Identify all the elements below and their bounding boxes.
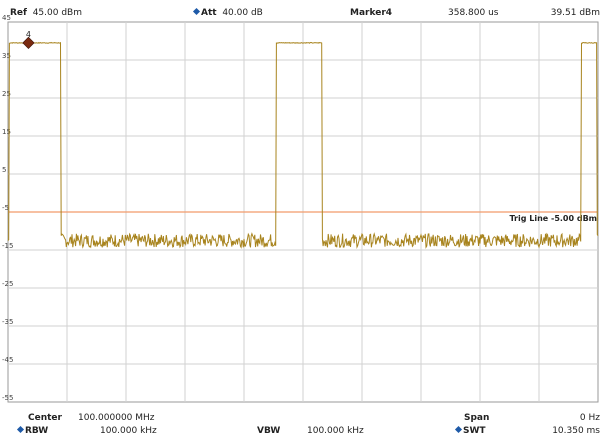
y-tick-label: -35 [2,318,13,326]
rbw-value: 100.000 kHz [100,426,157,436]
y-tick-label: -25 [2,280,13,288]
y-tick-label: -45 [2,356,13,364]
y-tick-labels: 45 35 25 15 5 -5 -15 -25 -35 -45 -55 [2,14,13,402]
swt-readout[interactable]: SWT [454,425,486,436]
swt-label: SWT [463,426,486,436]
diamond-icon [454,425,463,434]
marker-number: 4 [26,30,31,39]
y-tick-label: 5 [2,166,6,174]
center-readout: Center [28,413,62,423]
trace-group [7,41,599,250]
att-readout[interactable]: Att 40.00 dB [192,7,263,18]
y-tick-label: -15 [2,242,13,250]
ref-value: 45.00 dBm [32,8,82,18]
vbw-value: 100.000 kHz [307,426,364,436]
rbw-readout[interactable]: RBW [16,425,49,436]
att-label: Att [201,8,217,18]
center-label: Center [28,413,62,423]
trig-line-group: Trig Line -5.00 dBm [8,211,598,223]
marker-label: Marker4 [350,8,393,18]
y-tick-label: 15 [2,128,11,136]
y-tick-label: 45 [2,14,11,22]
marker-diamond [22,36,35,49]
y-tick-label: -55 [2,394,13,402]
vbw-label: VBW [257,426,281,436]
ref-label: Ref [10,8,27,18]
trig-line-label: Trig Line -5.00 dBm [509,214,597,223]
marker-level: 39.51 dBm [550,8,600,18]
marker-group: 4 [22,30,35,49]
span-label: Span [464,413,490,423]
y-tick-label: 25 [2,90,11,98]
rbw-label: RBW [25,426,49,436]
trace-plot[interactable]: 45 35 25 15 5 -5 -15 -25 -35 -45 -55 Trig Line -5.… [0,0,608,410]
ref-readout: Ref 45.00 dBm [10,8,82,18]
y-tick-label: -5 [2,204,9,212]
trace-line [7,41,599,250]
diamond-icon [16,425,25,434]
att-value: 40.00 dB [222,8,263,18]
span-value: 0 Hz [579,413,600,423]
center-value: 100.000000 MHz [78,413,155,423]
marker-time: 358.800 us [448,8,499,18]
y-tick-label: 35 [2,52,11,60]
swt-value: 10.350 ms [552,426,600,436]
